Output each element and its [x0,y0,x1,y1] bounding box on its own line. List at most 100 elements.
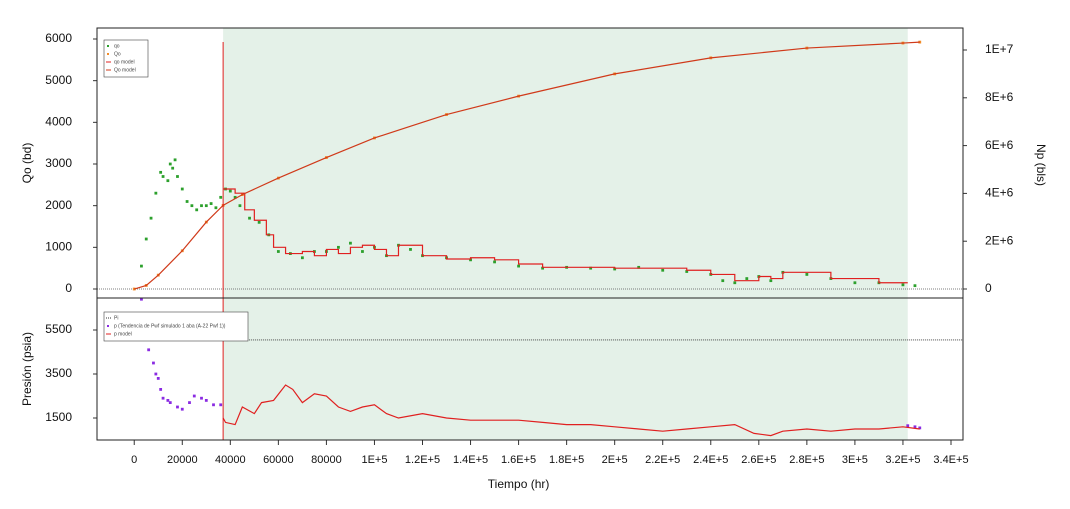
data-point [166,179,170,183]
data-point [185,200,189,203]
legend-label: Pi [114,315,118,321]
y-axis-title: Qo (bd) [20,143,34,184]
data-point [149,216,153,220]
data-point [517,264,520,268]
data-point [166,399,170,402]
shaded-region [223,298,908,440]
data-point [176,405,179,409]
data-point [906,424,910,428]
data-point [204,399,208,402]
y2-tick-label: 6E+6 [985,138,1014,152]
series-line [134,41,920,290]
x-tick-label: 3.4E+5 [933,454,968,466]
data-point [769,279,773,283]
data-point [161,175,165,178]
y-tick-label: 1000 [45,240,72,254]
plot-area [140,298,963,437]
y-tick-label: 4000 [45,115,72,129]
y2-tick-label: 2E+6 [985,233,1014,247]
x-tick-label: 3E+5 [842,454,868,466]
data-point [140,298,143,301]
y2-tick-label: 0 [985,281,992,295]
x-tick-label: 1.8E+5 [549,454,584,466]
x-tick-label: 2.6E+5 [741,454,776,466]
data-point [238,204,242,208]
x-tick-label: 2.2E+5 [645,454,680,466]
x-tick-label: 2E+5 [602,454,628,466]
data-point [190,204,194,208]
data-point [176,175,179,178]
y-tick-label: 3000 [45,156,72,170]
y-tick-label: 1500 [45,410,72,424]
x-tick-label: 2.8E+5 [789,454,824,466]
data-point [200,396,203,400]
data-point [361,250,364,253]
data-point [152,361,155,365]
data-point [192,394,196,398]
legend-label: p model [114,331,132,337]
data-point [300,256,304,260]
plot-area [132,40,922,291]
data-point [685,270,689,273]
data-point [901,283,905,287]
x-tick-label: 1.2E+5 [405,454,440,466]
legend-symbol [107,45,109,47]
data-point [212,403,215,407]
data-point [745,277,749,280]
x-tick-label: 0 [131,454,137,466]
data-point [409,248,412,251]
data-point [469,258,472,262]
data-point [219,195,223,199]
data-point [161,396,165,400]
y2-tick-label: 8E+6 [985,90,1014,104]
data-point [159,170,163,174]
data-point [913,284,917,288]
x-tick-label: 1.4E+5 [453,454,488,466]
y-tick-label: 5500 [45,322,72,336]
y-tick-label: 5000 [45,73,72,87]
y2-tick-label: 1E+7 [985,42,1014,56]
legend-label: Qo [114,51,121,57]
x-tick-label: 1E+5 [361,454,387,466]
data-point [233,195,237,199]
legend-label: Qo model [114,67,136,73]
data-point [200,204,203,208]
data-point [805,273,809,276]
data-point [144,237,148,241]
data-point [140,264,143,268]
legend-symbol [107,53,109,55]
data-point [228,189,232,193]
data-point [180,187,184,191]
x-tick-label: 60000 [263,454,294,466]
y-axis-title: Presión (psia) [20,332,34,406]
x-axis-title: Tiempo (hr) [488,477,550,491]
data-point [204,204,208,208]
legend-label: p (Tendencia de Pwf simulado 1 aba (A-22… [114,323,226,329]
data-point [214,206,218,210]
data-point [589,266,593,270]
data-point [168,162,172,166]
data-point [493,260,496,264]
x-tick-label: 80000 [311,454,342,466]
data-point [171,166,175,170]
x-tick-label: 40000 [215,454,246,466]
x-tick-label: 3.2E+5 [885,454,920,466]
y2-tick-label: 4E+6 [985,186,1014,200]
data-point [721,279,725,283]
shaded-region [223,28,908,298]
y-tick-label: 3500 [45,366,72,380]
data-point [661,268,665,272]
legend-label: qo model [114,59,135,65]
data-point [209,202,213,205]
y-tick-label: 0 [65,281,72,295]
panel-frame [96,297,964,441]
data-point [180,407,184,411]
data-point [918,426,922,430]
legend-box [103,39,149,78]
data-point [733,281,737,285]
x-tick-label: 2.4E+5 [693,454,728,466]
data-point [154,372,158,376]
data-point [337,245,340,249]
data-point [195,208,199,212]
